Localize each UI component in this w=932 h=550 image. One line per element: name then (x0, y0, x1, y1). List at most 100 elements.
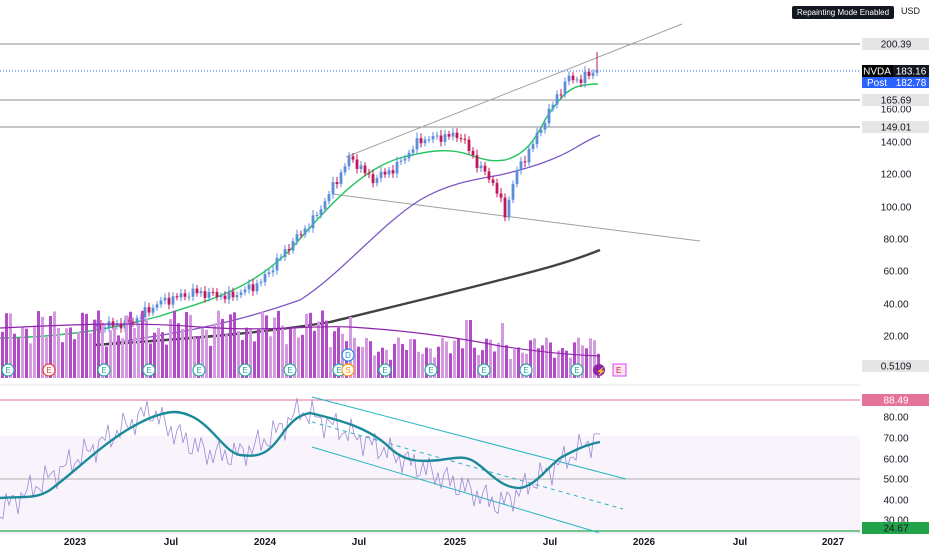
volume-bar (89, 333, 92, 378)
volume-bar (229, 314, 232, 378)
event-marker-label: D (345, 351, 351, 360)
split-lightning-icon[interactable] (593, 364, 605, 376)
candle-body (103, 327, 107, 330)
volume-bar (281, 325, 284, 378)
volume-bar (37, 311, 40, 378)
volume-bar (561, 347, 564, 378)
osc-tick-label: 30.00 (883, 516, 908, 527)
candle-body (175, 296, 179, 298)
event-marker[interactable] (341, 348, 355, 362)
candle-body (183, 293, 187, 297)
osc-tick-label: 40.00 (883, 496, 908, 507)
volume-bar (337, 327, 340, 378)
volume-bar (109, 330, 112, 378)
volume-bar (405, 349, 408, 378)
candle-body (523, 161, 527, 163)
volume-bar (329, 347, 332, 378)
candle-body (391, 170, 395, 174)
candle-body (227, 291, 231, 300)
volume-bar (145, 318, 148, 378)
candle-body (203, 291, 207, 298)
event-marker[interactable] (1, 363, 15, 377)
candle-body (435, 135, 439, 137)
volume-bar (221, 318, 224, 378)
event-marker[interactable] (238, 363, 252, 377)
candle-body (403, 158, 407, 161)
event-marker[interactable] (341, 363, 355, 377)
osc-lower-tag-bg (862, 522, 929, 534)
date-tick-label: Jul (733, 537, 748, 548)
volume-bar (489, 339, 492, 378)
event-marker-label: E (523, 366, 528, 375)
volume-bar (333, 331, 336, 378)
event-marker[interactable] (283, 363, 297, 377)
post-price-tag: 182.78 (896, 78, 927, 89)
earnings-upcoming-marker[interactable] (612, 363, 627, 377)
candle-body (527, 148, 531, 163)
candle-body (451, 132, 455, 137)
volume-bar (449, 353, 452, 378)
candle-body (387, 170, 391, 175)
event-marker[interactable] (42, 363, 56, 377)
osc-channel-upper[interactable] (311, 396, 627, 480)
event-marker[interactable] (424, 363, 438, 377)
candle-body (559, 94, 563, 96)
candle-body (567, 75, 571, 82)
osc-channel-mid[interactable] (311, 421, 624, 510)
candle-body (319, 209, 323, 215)
volume-bar (545, 337, 548, 378)
event-marker-label: E (481, 366, 486, 375)
volume-bar (493, 351, 496, 378)
volume-bar (317, 321, 320, 378)
date-axis[interactable]: 2023 Jul 2024 Jul 2025 Jul 2026 Jul 2027 (64, 537, 845, 548)
event-marker[interactable] (519, 363, 533, 377)
currency-label[interactable]: USD (901, 6, 921, 16)
candle-body (555, 94, 559, 105)
event-marker-label: E (146, 366, 151, 375)
volume-bar (97, 310, 100, 378)
candle-body (475, 155, 479, 169)
volume-bar (205, 329, 208, 378)
tag-resistance: 200.39 (881, 40, 912, 51)
volume-bar (413, 339, 416, 378)
event-marker-label: E (574, 366, 579, 375)
volume-bar (225, 334, 228, 378)
event-marker[interactable] (97, 363, 111, 377)
candle-body (207, 291, 211, 298)
volume-bar (77, 332, 80, 378)
candle-body (439, 135, 443, 142)
candle-body (383, 171, 387, 175)
candle-body (235, 295, 239, 298)
candle-body (247, 284, 251, 290)
candle-body (379, 171, 383, 179)
volume-bar (581, 345, 584, 378)
candle-body (363, 165, 367, 174)
candle-body (543, 123, 547, 130)
event-marker-label: S (345, 366, 350, 375)
channel-lower-line[interactable] (331, 193, 701, 242)
price-axis[interactable]: 160.00 140.00 120.00 100.00 80.00 60.00 40.00 2… (881, 105, 912, 343)
osc-channel-lower[interactable] (311, 446, 601, 534)
event-marker[interactable] (477, 363, 491, 377)
volume-bar (213, 323, 216, 378)
candle-body (427, 139, 431, 141)
volume-bar (577, 337, 580, 378)
event-marker[interactable] (378, 363, 392, 377)
channel-upper-line[interactable] (345, 23, 683, 158)
event-marker[interactable] (570, 363, 584, 377)
volume-bar (461, 348, 464, 378)
event-marker[interactable] (142, 363, 156, 377)
event-marker[interactable] (192, 363, 206, 377)
volume-bar (529, 340, 532, 378)
candle-body (263, 273, 267, 283)
candle-body (171, 296, 175, 305)
volume-bar (161, 332, 164, 378)
volume-bar (353, 337, 356, 378)
volume-bar (361, 346, 364, 378)
volume-bar (465, 320, 468, 378)
candle-body (119, 323, 123, 329)
volume-bar (549, 342, 552, 378)
candle-body (303, 228, 307, 235)
oscillator-axis[interactable]: 80.00 70.00 60.00 50.00 40.00 30.00 (883, 413, 908, 527)
